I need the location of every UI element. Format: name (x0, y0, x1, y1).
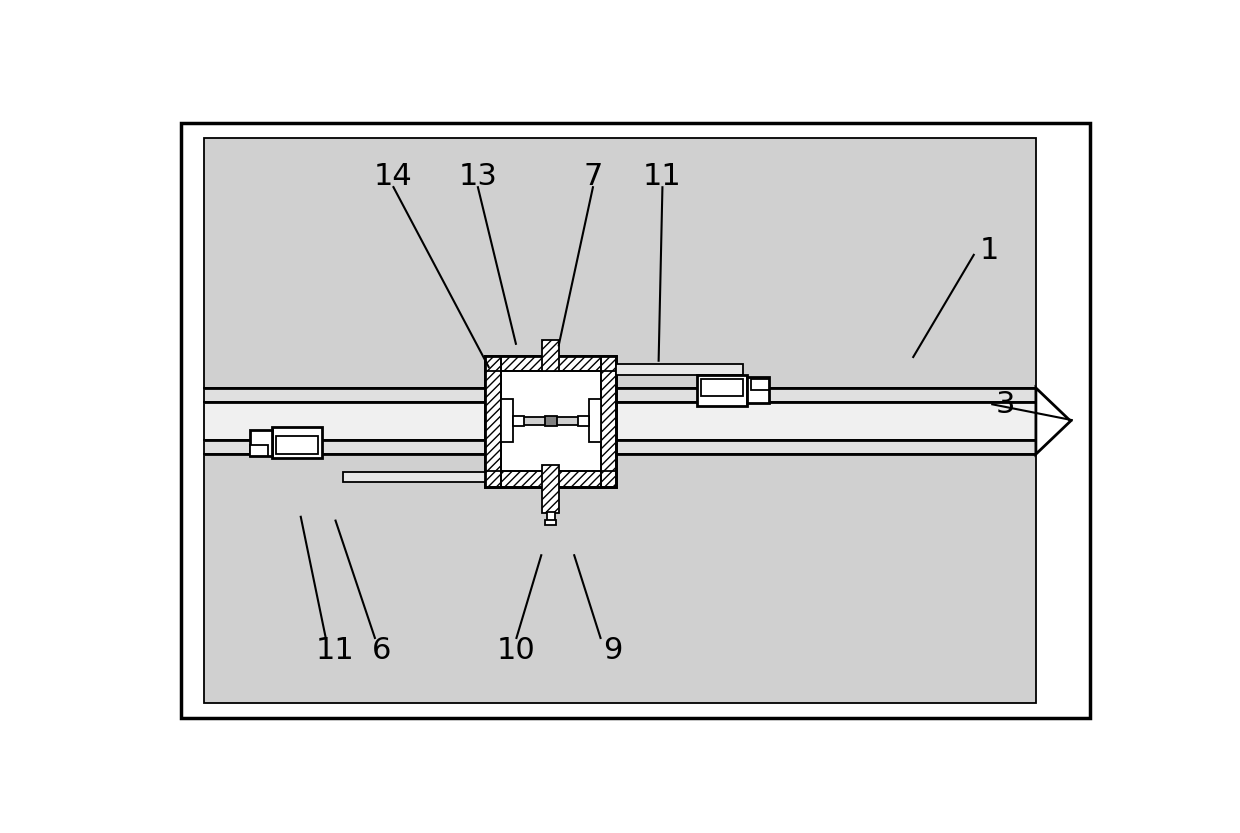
Bar (697, 375, 748, 406)
Text: 11: 11 (316, 636, 355, 665)
Bar (542, 340, 559, 371)
Bar (250, 445, 268, 456)
Text: 13: 13 (459, 162, 497, 192)
Bar (205, 138, 1035, 388)
Bar (272, 427, 322, 458)
Bar (701, 379, 743, 397)
Bar (616, 364, 743, 375)
Text: 7: 7 (584, 162, 603, 192)
Bar (547, 512, 554, 521)
Bar (748, 377, 769, 403)
Text: 11: 11 (644, 162, 682, 192)
Text: 3: 3 (996, 390, 1014, 419)
Bar (485, 471, 616, 486)
Bar (205, 454, 1035, 703)
Bar (250, 430, 272, 456)
Bar (751, 380, 769, 390)
Bar (601, 356, 616, 486)
Bar (343, 471, 485, 481)
Bar (205, 441, 1035, 454)
Bar (546, 520, 557, 525)
Bar (513, 416, 523, 426)
Text: 1: 1 (980, 236, 999, 265)
Text: 9: 9 (603, 636, 622, 665)
Bar (485, 356, 501, 486)
Bar (501, 400, 513, 441)
Bar (205, 402, 1035, 441)
Bar (277, 436, 319, 454)
Bar (578, 416, 589, 426)
Bar (589, 400, 601, 441)
Text: 14: 14 (373, 162, 413, 192)
Bar (513, 417, 589, 425)
Bar (542, 465, 559, 513)
Text: 10: 10 (497, 636, 536, 665)
Bar (544, 416, 557, 426)
Bar (205, 388, 1035, 402)
Bar (485, 356, 616, 486)
Text: 6: 6 (372, 636, 391, 665)
Bar (485, 356, 616, 486)
Polygon shape (1035, 388, 1070, 454)
Bar (485, 356, 616, 371)
